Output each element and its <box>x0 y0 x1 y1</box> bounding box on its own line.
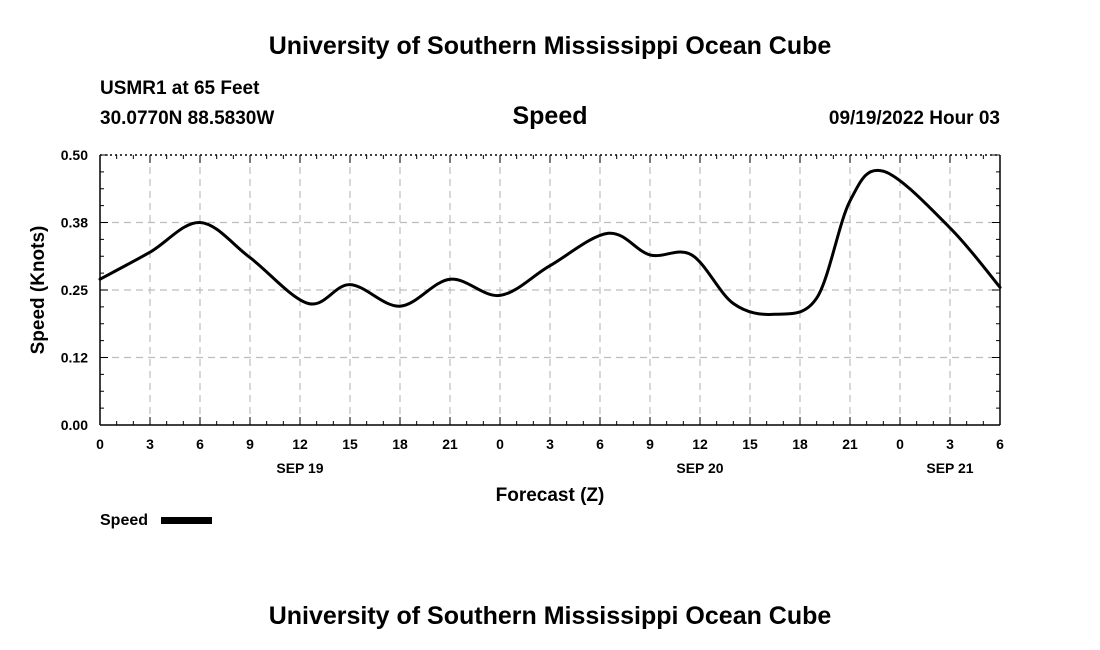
x-tick-label: 9 <box>246 436 254 452</box>
x-tick-label: 0 <box>896 436 904 452</box>
station-label: USMR1 at 65 Feet <box>100 78 260 99</box>
x-tick-label: 12 <box>692 436 708 452</box>
legend-label: Speed <box>100 512 148 529</box>
date-label: SEP 19 <box>276 460 323 476</box>
x-tick-label: 3 <box>546 436 554 452</box>
x-tick-label: 15 <box>342 436 358 452</box>
x-tick-label: 6 <box>596 436 604 452</box>
x-tick-label: 6 <box>996 436 1004 452</box>
chart-title-top: University of Southern Mississippi Ocean… <box>269 32 832 60</box>
x-tick-label: 0 <box>496 436 504 452</box>
chart-title-bottom: University of Southern Mississippi Ocean… <box>269 602 832 630</box>
y-tick-label: 0.38 <box>61 215 88 231</box>
date-label: SEP 21 <box>926 460 973 476</box>
x-tick-label: 21 <box>842 436 858 452</box>
legend-swatch <box>161 517 212 524</box>
x-tick-label: 6 <box>196 436 204 452</box>
x-tick-label: 15 <box>742 436 758 452</box>
x-tick-label: 0 <box>96 436 104 452</box>
y-tick-label: 0.25 <box>61 282 88 298</box>
y-tick-label: 0.12 <box>61 350 88 366</box>
x-tick-label: 18 <box>792 436 808 452</box>
x-tick-label: 21 <box>442 436 458 452</box>
x-tick-label: 3 <box>146 436 154 452</box>
x-tick-label: 9 <box>646 436 654 452</box>
plot-area: 0 3 6 9 12 15 18 21 0 3 6 9 12 15 18 21 0 3 6 0.00 0.12 0.25 0… <box>61 147 1004 476</box>
datetime-label: 09/19/2022 Hour 03 <box>829 108 1000 129</box>
date-label: SEP 20 <box>676 460 723 476</box>
x-tick-label: 18 <box>392 436 408 452</box>
series-line-speed <box>98 168 1002 317</box>
chart-subtitle: Speed <box>512 102 587 130</box>
y-tick-label: 0.50 <box>61 147 88 163</box>
coordinates-label: 30.0770N 88.5830W <box>100 108 274 129</box>
y-axis-label: Speed (Knots) <box>28 226 49 355</box>
x-tick-label: 3 <box>946 436 954 452</box>
y-tick-label: 0.00 <box>61 417 88 433</box>
x-tick-label: 12 <box>292 436 308 452</box>
x-axis-label: Forecast (Z) <box>496 485 605 506</box>
